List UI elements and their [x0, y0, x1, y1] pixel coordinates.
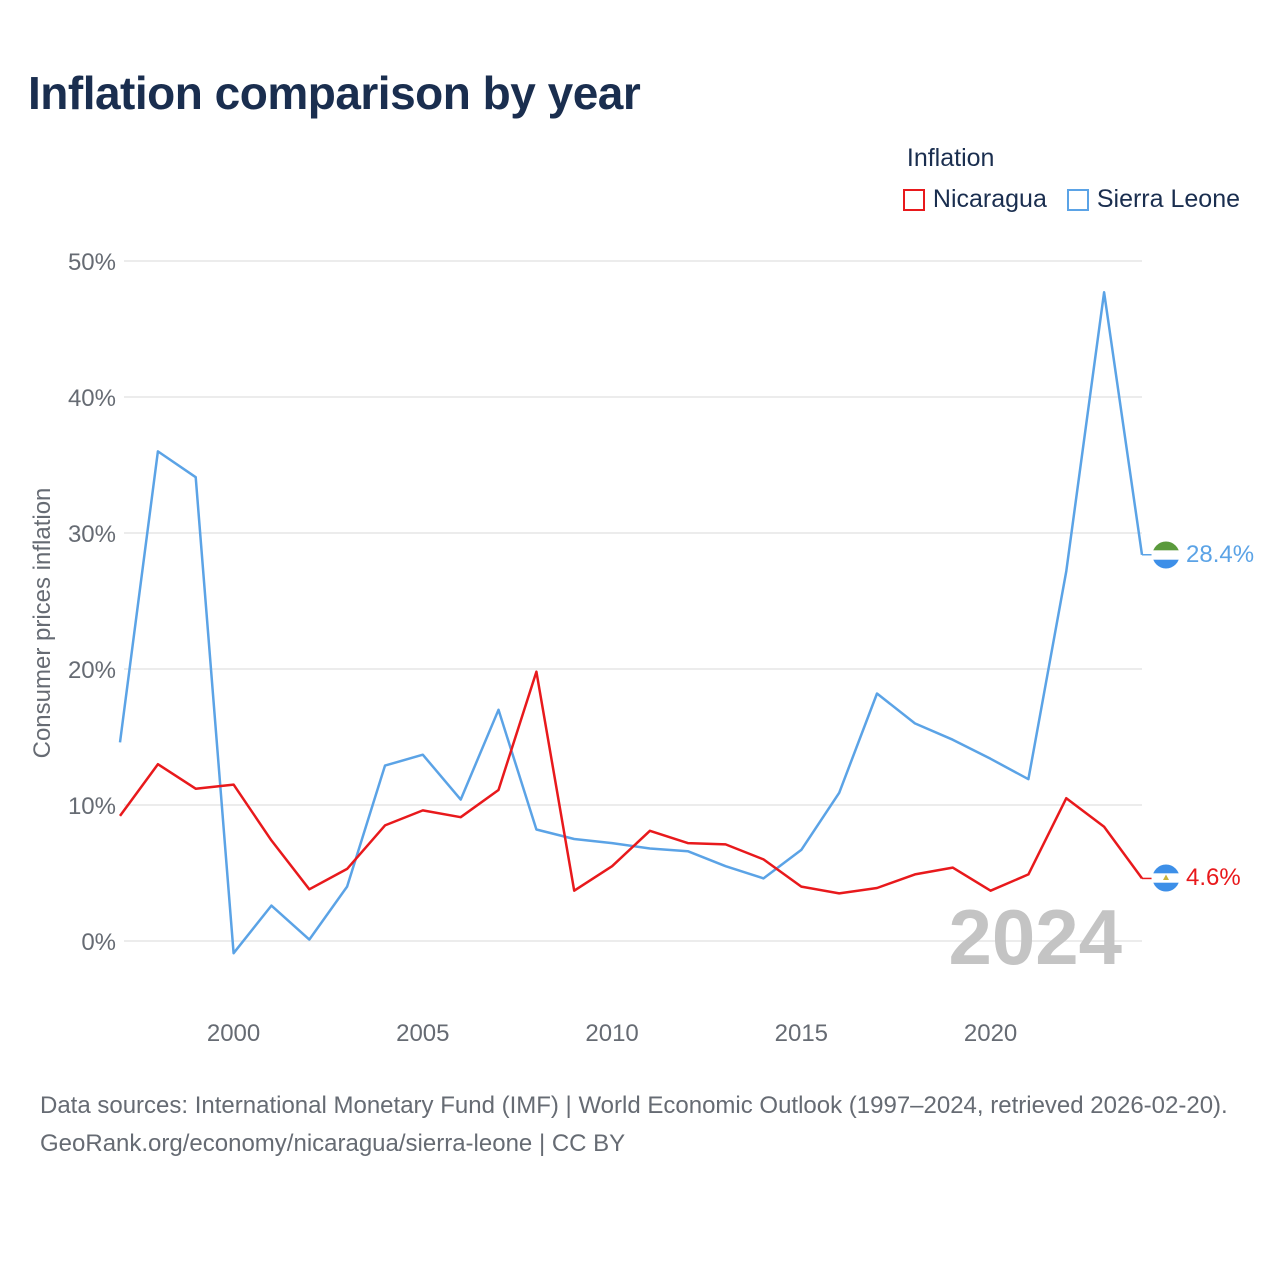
legend: Inflation Nicaragua Sierra Leone	[902, 144, 1240, 214]
series-lines	[118, 291, 1152, 955]
x-axis-ticks: 2000 2005 2010 2015 2020	[207, 1020, 1017, 1047]
y-tick-label: 30%	[68, 521, 116, 548]
series-line-sierra-leone	[118, 291, 1144, 955]
series-line-nicaragua	[118, 670, 1144, 895]
end-label-sierra-leone: 28.4%	[1186, 541, 1254, 568]
x-tick-label: 2010	[585, 1020, 638, 1047]
y-axis-label: Consumer prices inflation	[29, 488, 56, 759]
y-tick-label: 0%	[81, 929, 116, 956]
y-tick-label: 10%	[68, 793, 116, 820]
attribution-link[interactable]: GeoRank.org/economy/nicaragua/sierra-leo…	[40, 1130, 626, 1157]
y-tick-label: 40%	[68, 385, 116, 412]
nicaragua-flag-icon	[1151, 863, 1181, 893]
chart-title: Inflation comparison by year	[28, 67, 641, 119]
line-chart: 0% 10% 20% 30% 40% 50% 2000 2005 2010 2015 2020 C…	[29, 249, 1254, 1047]
legend-label-sierra-leone: Sierra Leone	[1096, 185, 1240, 213]
y-tick-label: 50%	[68, 249, 116, 276]
x-tick-label: 2015	[775, 1020, 828, 1047]
legend-swatch-sierra-leone	[1066, 188, 1089, 211]
footer: Data sources: International Monetary Fun…	[40, 1087, 1250, 1163]
legend-item-sierra-leone[interactable]: Sierra Leone	[1066, 185, 1240, 214]
gridlines	[124, 260, 1142, 942]
year-watermark: 2024	[948, 893, 1122, 981]
x-tick-label: 2020	[964, 1020, 1017, 1047]
sierra-leone-flag-icon	[1151, 540, 1181, 570]
end-label-nicaragua: 4.6%	[1186, 864, 1241, 891]
data-sources-note: Data sources: International Monetary Fun…	[40, 1092, 1228, 1119]
x-tick-label: 2000	[207, 1020, 260, 1047]
y-axis-ticks: 0% 10% 20% 30% 40% 50%	[68, 249, 116, 956]
x-tick-label: 2005	[396, 1020, 449, 1047]
legend-swatch-nicaragua	[902, 188, 925, 211]
legend-item-nicaragua[interactable]: Nicaragua	[902, 185, 1047, 214]
legend-label-nicaragua: Nicaragua	[932, 185, 1047, 213]
legend-title: Inflation	[906, 144, 995, 172]
y-tick-label: 20%	[68, 657, 116, 684]
